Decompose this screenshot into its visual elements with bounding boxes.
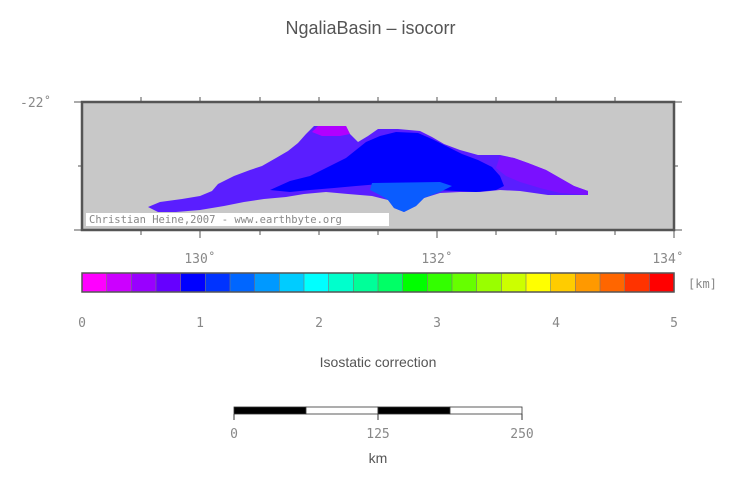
- colorbar-tick-5: 5: [670, 316, 678, 331]
- colorbar-cell: [155, 272, 182, 293]
- colorbar-tick-2: 2: [315, 316, 323, 331]
- colorbar-cell: [550, 272, 576, 293]
- colorbar-cell: [649, 272, 675, 293]
- colorbar: [km] 0 1 2 3 4 5 Isostatic correction: [78, 272, 717, 370]
- scale-segment-4: [449, 406, 523, 415]
- scale-segment-2: [305, 406, 379, 415]
- colorbar-cell: [427, 272, 453, 293]
- raster-purple-patch-east: [496, 156, 588, 195]
- credit-text: Christian Heine,2007 - www.earthbyte.org: [89, 214, 342, 226]
- lat-label: -22˚: [20, 95, 51, 111]
- colorbar-cell: [205, 272, 231, 293]
- lon-label-130: 130˚: [184, 251, 215, 267]
- scale-segment-3: [377, 406, 451, 415]
- credit-box: [86, 213, 389, 226]
- colorbar-cell: [624, 272, 650, 293]
- scale-unit: km: [369, 450, 388, 466]
- colorbar-cell: [599, 272, 626, 293]
- colorbar-cell: [303, 272, 330, 293]
- colorbar-cell: [180, 272, 206, 293]
- colorbar-cell: [575, 272, 601, 293]
- colorbar-unit: [km]: [688, 277, 717, 291]
- colorbar-cell: [501, 272, 527, 293]
- colorbar-cell: [353, 272, 379, 293]
- colorbar-cell: [377, 272, 404, 293]
- raster-lightblue-patch: [370, 182, 452, 212]
- scale-bar: 0 125 250 km: [230, 406, 534, 466]
- raster-magenta-rim: [312, 126, 350, 136]
- lon-label-132: 132˚: [421, 251, 452, 267]
- colorbar-cell: [279, 272, 305, 293]
- map-panel: Christian Heine,2007 - www.earthbyte.org…: [20, 95, 684, 267]
- scale-tick-0: 0: [230, 427, 238, 442]
- scale-segment-1: [233, 406, 307, 415]
- colorbar-cell: [229, 272, 256, 293]
- raster-blue-core: [270, 132, 504, 192]
- colorbar-cell: [106, 272, 132, 293]
- colorbar-cell: [476, 272, 502, 293]
- colorbar-cells: [81, 272, 675, 293]
- colorbar-tick-1: 1: [196, 316, 204, 331]
- colorbar-cell: [81, 272, 108, 293]
- map-title: NgaliaBasin – isocorr: [285, 18, 456, 38]
- scale-tick-125: 125: [366, 427, 389, 442]
- colorbar-cell: [328, 272, 354, 293]
- lon-label-134: 134˚: [652, 251, 683, 267]
- colorbar-cell: [451, 272, 478, 293]
- colorbar-cell: [525, 272, 552, 293]
- colorbar-cell: [254, 272, 280, 293]
- colorbar-tick-0: 0: [78, 316, 86, 331]
- colorbar-tick-3: 3: [433, 316, 441, 331]
- colorbar-frame: [81, 272, 675, 293]
- colorbar-cell: [131, 272, 157, 293]
- colorbar-tick-4: 4: [552, 316, 560, 331]
- isostatic-correction-raster: [148, 126, 588, 212]
- map-frame-ticks: [74, 97, 682, 238]
- colorbar-label: Isostatic correction: [320, 354, 437, 370]
- colorbar-cell: [402, 272, 428, 293]
- scale-tick-250: 250: [510, 427, 533, 442]
